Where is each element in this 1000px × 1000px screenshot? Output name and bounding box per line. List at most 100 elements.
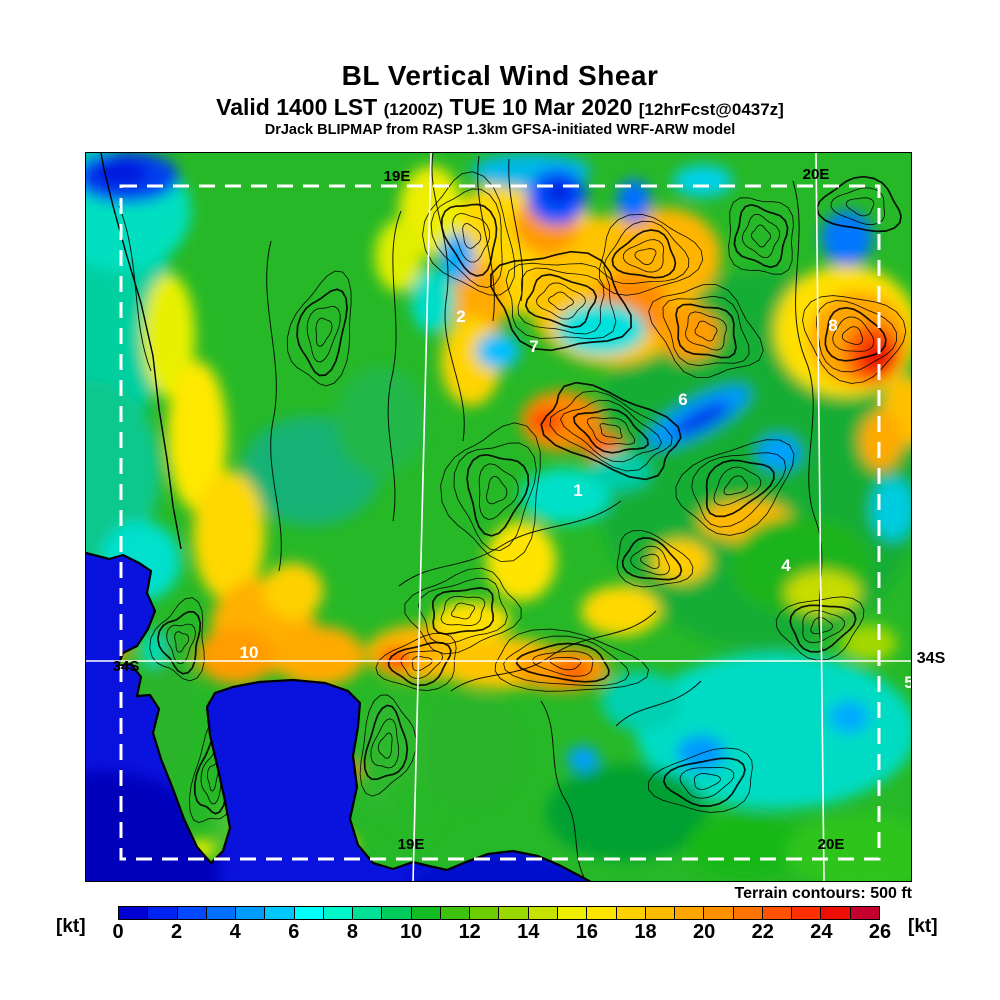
colorbar-segment xyxy=(147,907,177,919)
colorbar-segment xyxy=(352,907,382,919)
terrain-contour-ring xyxy=(750,224,772,248)
terrain-contour-ring xyxy=(713,466,762,506)
grid-label-19e-bottom: 19E xyxy=(397,836,425,853)
terrain-contour-ring xyxy=(450,602,476,620)
terrain-contour-ring xyxy=(616,529,694,588)
terrain-contour-ring xyxy=(462,223,482,249)
terrain-contour-ring xyxy=(816,175,902,233)
colorbar-segment xyxy=(761,907,792,919)
terrain-contour-ring xyxy=(789,604,857,653)
colorbar-segment xyxy=(644,907,675,919)
meridian-20e-line xyxy=(815,153,825,881)
colorbar-segment xyxy=(322,907,353,919)
terrain-contour-ring xyxy=(363,704,409,781)
colorbar-segment xyxy=(527,907,557,919)
terrain-contour-ring xyxy=(705,459,775,518)
colorbar-segment xyxy=(674,907,704,919)
terrain-contour-ring xyxy=(466,453,530,537)
graticule-lines xyxy=(86,153,911,881)
terrain-contour-ring xyxy=(694,320,718,342)
terrain-contour-ring xyxy=(478,463,519,520)
map-canvas xyxy=(86,153,911,881)
terrain-contour-ring xyxy=(598,213,704,296)
terrain-contour-ring xyxy=(647,747,753,813)
terrain-contour-ring xyxy=(728,197,794,275)
grid-label-19e-top: 19E xyxy=(383,168,411,185)
model-line: DrJack BLIPMAP from RASP 1.3km GFSA-init… xyxy=(264,122,736,138)
terrain-contour-ring xyxy=(802,295,907,384)
terrain-contour-ring xyxy=(418,577,508,645)
colorbar-tick-label: 26 xyxy=(868,921,892,943)
terrain-contour-ring xyxy=(622,239,664,273)
ocean-shading xyxy=(86,771,591,881)
terrain-contour-ring xyxy=(630,545,670,576)
terrain-contour-ring xyxy=(841,326,864,345)
west-coastline xyxy=(100,153,182,550)
terrain-contour-ring xyxy=(286,270,352,387)
terrain-contour-ring xyxy=(440,595,486,627)
terrain-contour-ring xyxy=(536,282,586,320)
terrain-contour-ring xyxy=(486,475,508,505)
colorbar-unit-right: [kt] xyxy=(908,916,938,937)
site-number-label: 10 xyxy=(239,643,259,662)
colorbar-segment xyxy=(820,907,850,919)
colorbar-segment xyxy=(791,907,821,919)
grid-label-34s-right: 34S xyxy=(916,650,946,667)
colorbar-tick-label: 12 xyxy=(458,921,481,943)
colorbar-segment xyxy=(119,907,148,919)
terrain-contour-ring xyxy=(723,475,749,496)
shear-color-field xyxy=(86,153,911,881)
terrain-contour-ring xyxy=(560,399,662,463)
terrain-contour-ring xyxy=(549,390,673,472)
colorbar-segment xyxy=(849,907,879,919)
terrain-contour-ring xyxy=(440,422,541,562)
domain-boundary-dashed xyxy=(119,184,881,861)
terrain-contour-ring xyxy=(430,188,503,289)
terrain-contour-ring xyxy=(572,408,650,454)
terrain-contour-ring xyxy=(611,229,677,279)
colorbar-tick-label: 10 xyxy=(399,921,423,943)
terrain-contour-ring xyxy=(741,213,781,259)
terrain-contour-ring xyxy=(733,203,789,269)
colorbar-segment xyxy=(615,907,645,919)
terrain-contour-ring xyxy=(494,628,649,692)
forecast-map: 1 2 4 5 6 7 8 10 xyxy=(85,152,912,882)
terrain-contour-ring xyxy=(662,295,750,367)
colorbar-segment xyxy=(264,907,294,919)
terrain-contour-ring xyxy=(404,567,522,655)
grid-label-20e-bottom: 20E xyxy=(817,836,845,853)
terrain-contour-ring xyxy=(375,632,457,692)
terrain-contour-ring xyxy=(675,303,737,359)
terrain-contour-ring xyxy=(377,732,393,759)
colorbar-unit-left: [kt] xyxy=(56,916,86,937)
terrain-contour-ring xyxy=(603,220,690,285)
colorbar-ticks: 0 2 4 6 8 10 12 14 16 18 20 22 24 26 xyxy=(112,921,891,945)
colorbar-segment xyxy=(498,907,528,919)
terrain-contour-ring xyxy=(775,596,865,661)
terrain-contour-ring xyxy=(599,423,623,439)
terrain-contour-ring xyxy=(639,553,660,569)
colorbar-gradient xyxy=(118,906,880,920)
valid-line: Valid 1400 LST (1200Z) TUE 10 Mar 2020 [… xyxy=(0,94,1000,121)
terrain-contour-ring xyxy=(503,635,630,687)
colorbar-tick-label: 20 xyxy=(693,921,716,943)
valid-fcst: [12hrFcst@0437z] xyxy=(638,100,784,119)
terrain-contour-ring xyxy=(149,597,205,682)
colorbar-tick-label: 2 xyxy=(171,921,183,943)
terrain-contour-ring xyxy=(524,273,598,329)
valid-date: TUE 10 Mar 2020 xyxy=(449,94,633,120)
site-number-label: 1 xyxy=(573,481,583,500)
colorbar-tick-label: 6 xyxy=(288,921,300,943)
colorbar-tick-label: 24 xyxy=(810,921,833,943)
colorbar-segment xyxy=(205,907,236,919)
terrain-contour-ring xyxy=(845,197,875,217)
terrain-contour-ring xyxy=(174,631,190,653)
terrain-contour-ring xyxy=(586,417,636,445)
colorbar-tick-label: 22 xyxy=(751,921,774,943)
terrain-contour-ring xyxy=(679,766,735,799)
colorbar-segment xyxy=(293,907,323,919)
terrain-contour-ring xyxy=(648,284,764,378)
terrain-contour-ring xyxy=(370,718,400,769)
terrain-contour-ring xyxy=(621,537,683,581)
